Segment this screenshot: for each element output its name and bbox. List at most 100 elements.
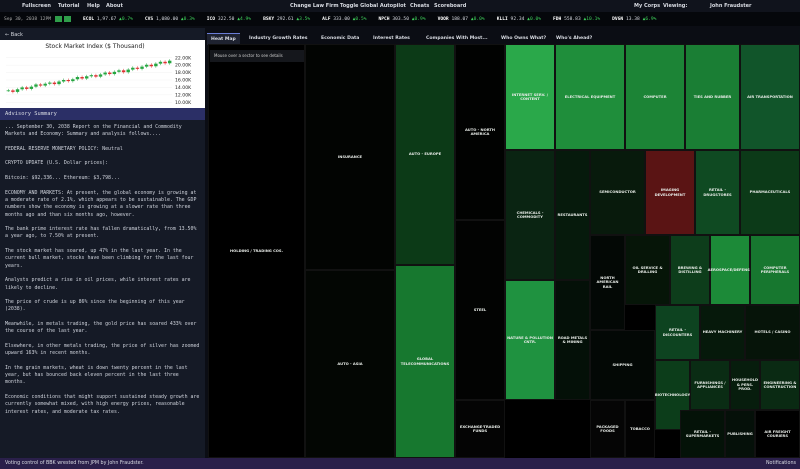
sector-cell[interactable]: NORTH AMERICAN RAIL (590, 235, 625, 330)
sector-cell[interactable]: HOTELS / CASINO (745, 305, 800, 360)
menu-item[interactable]: About (106, 3, 123, 9)
ticker-item: ECOL 1,97.67 ▲0.7% (83, 17, 133, 22)
advisory-paragraph: ... September 30, 2038 Report on the Fin… (5, 124, 182, 138)
sector-cell[interactable]: RETAIL - SUPERMARKETS (680, 410, 725, 458)
sector-cell[interactable]: AUTO - NORTH AMERICA (455, 44, 505, 220)
candle (66, 80, 70, 82)
menu-item[interactable]: Help (87, 3, 100, 9)
sector-cell[interactable]: STEEL (455, 220, 505, 400)
sector-cell[interactable]: EXCHANGE-TRADED FUNDS (455, 400, 505, 458)
sector-cell[interactable]: COMPUTER PERIPHERALS (750, 235, 800, 305)
tab[interactable]: Interest Rates (373, 36, 410, 41)
candle (108, 72, 112, 75)
sector-cell[interactable]: RETAIL - DISCOUNTERS (655, 305, 700, 360)
sector-cell[interactable]: PACKAGED FOODS (590, 400, 625, 458)
sector-cell[interactable]: PUBLISHING (725, 410, 755, 458)
y-tick-label: 12.00K (175, 92, 192, 98)
sector-cell[interactable]: FURNISHINGS / APPLIANCES (690, 360, 730, 410)
sector-cell[interactable]: TOBACCO (625, 400, 655, 458)
fast-button[interactable] (64, 16, 72, 22)
menu-item[interactable]: John Fraudster (710, 3, 752, 9)
sector-cell[interactable]: AIR FREIGHT COURIERS (755, 410, 800, 458)
sector-cell[interactable]: GLOBAL TELECOMMUNICATIONS (395, 265, 455, 458)
y-tick-label: 10.00K (175, 100, 192, 106)
play-button[interactable] (55, 16, 63, 22)
candle (34, 84, 38, 87)
sector-cell[interactable]: INSURANCE (305, 44, 395, 270)
sector-cell[interactable]: BIOTECHNOLOGY (655, 360, 690, 430)
menu-item[interactable]: Cheats (410, 3, 430, 9)
candle (149, 64, 153, 67)
ticker-item: BSKY 292.61 ▲3.5% (263, 17, 310, 22)
menu-item[interactable]: Viewing: (663, 3, 688, 9)
sector-cell[interactable]: AIR TRANSPORTATION (740, 44, 800, 150)
candle (43, 83, 47, 86)
tab[interactable]: Companies With Most... (426, 36, 488, 41)
ticker-symbol: KLLI (496, 16, 508, 22)
sector-cell[interactable]: AUTO - ASIA (305, 270, 395, 458)
tab[interactable]: Who Owns What? (501, 36, 547, 41)
notifications-button[interactable]: Notifications (765, 461, 796, 466)
ticker-symbol: DVGN (612, 16, 624, 22)
sector-cell[interactable]: HOUSEHOLD & PERS. PROD. (730, 360, 760, 410)
candle (71, 79, 75, 82)
sector-cell[interactable]: AUTO - EUROPE (395, 44, 455, 265)
ticker-symbol: BSKY (263, 16, 275, 22)
sector-cell[interactable]: INTERNET SERV. / CONTENT (505, 44, 555, 150)
sector-cell[interactable]: HOLDING / TRADING COS. (208, 44, 305, 458)
candle (15, 89, 20, 92)
ticker-item: VOOR 188.07 ▲0.0% (438, 17, 485, 22)
sector-cell[interactable]: OIL SERVICE & DRILLING (625, 235, 670, 305)
sector-cell[interactable]: CHEMICALS - COMMODITY (505, 150, 555, 280)
sector-cell[interactable]: BREWING & DISTILLING (670, 235, 710, 305)
sector-cell[interactable]: SHIPPING (590, 330, 655, 400)
menu-item[interactable]: Tutorial (58, 3, 80, 9)
candle (158, 61, 163, 64)
sector-cell[interactable]: AEROSPACE/DEFENSE (708, 235, 752, 305)
candle (121, 70, 126, 73)
candle (117, 70, 121, 72)
sector-cell[interactable]: ELECTRICAL EQUIPMENT (555, 44, 625, 150)
sector-cell[interactable]: PHARMACEUTICALS (740, 150, 800, 235)
sector-cell[interactable]: ROAD METALS & MINING (555, 280, 590, 400)
advisory-paragraph: ECONOMY AND MARKETS: At present, the glo… (5, 189, 197, 218)
sector-cell[interactable]: IMAGING DEVELOPMENT (645, 150, 695, 235)
sector-cell[interactable]: COMPUTER (625, 44, 685, 150)
candle (84, 76, 89, 79)
sector-cell[interactable]: RESTAURANTS (555, 150, 590, 280)
sector-cell[interactable]: SEMICONDUCTOR (590, 150, 645, 235)
candle (38, 84, 43, 86)
sector-cell[interactable]: ENGINEERING & CONSTRUCTION (760, 360, 800, 410)
ticker-item: KLLI 92.34 ▲0.0% (497, 17, 541, 22)
ticker-symbol: ALF (322, 16, 331, 22)
ticker-item: CVS 1,080.00 ▲0.3% (145, 17, 195, 22)
back-button[interactable]: ← Back (5, 32, 23, 38)
sector-cell[interactable]: NATURE & POLLUTION CNTR. (505, 280, 555, 400)
sector-cell[interactable]: HEAVY MACHINERY (700, 305, 745, 360)
tab[interactable]: Economic Data (321, 36, 360, 41)
menu-item[interactable]: My Corps (634, 3, 661, 9)
candle (29, 86, 34, 89)
candle (131, 67, 135, 70)
left-panel: ← Back Stock Market Index ($ Thousand) 2… (0, 28, 205, 458)
menu-item[interactable]: Toggle Global Autopilot (340, 3, 406, 9)
advisory-paragraph: Elsewhere, in other metals trading, the … (5, 342, 200, 357)
y-tick-label: 20.00K (175, 63, 192, 69)
tab[interactable]: Heat Map (207, 33, 240, 45)
advisory-paragraph: Analysts predict a rise in oil prices, w… (5, 277, 191, 291)
advisory-paragraph: FEDERAL RESERVE MONETARY POLICY: Neutral (5, 145, 123, 152)
candle (48, 82, 52, 84)
advisory-paragraph: The bank prime interest rate has fallen … (5, 226, 197, 240)
candle (11, 90, 15, 92)
sector-cell[interactable]: TIES AND RUBBER (685, 44, 740, 150)
tab[interactable]: Industry Growth Rates (249, 36, 308, 41)
menu-item[interactable]: Change Law Firm (290, 3, 339, 9)
status-message: Voting control of BBK wrested from JPM b… (5, 461, 144, 466)
ticker-change: ▲0.0% (470, 16, 485, 22)
heat-map: HOLDING / TRADING COS. INSURANCE AUTO - AS… (208, 44, 800, 458)
sector-cell[interactable]: RETAIL - DRUGSTORES (695, 150, 740, 235)
menu-item[interactable]: Scoreboard (434, 3, 467, 9)
menu-item[interactable]: Fullscreen (22, 3, 51, 9)
ticker-item: ICO 322.50 ▲4.9% (207, 17, 251, 22)
tab[interactable]: Who's Ahead? (556, 36, 593, 41)
